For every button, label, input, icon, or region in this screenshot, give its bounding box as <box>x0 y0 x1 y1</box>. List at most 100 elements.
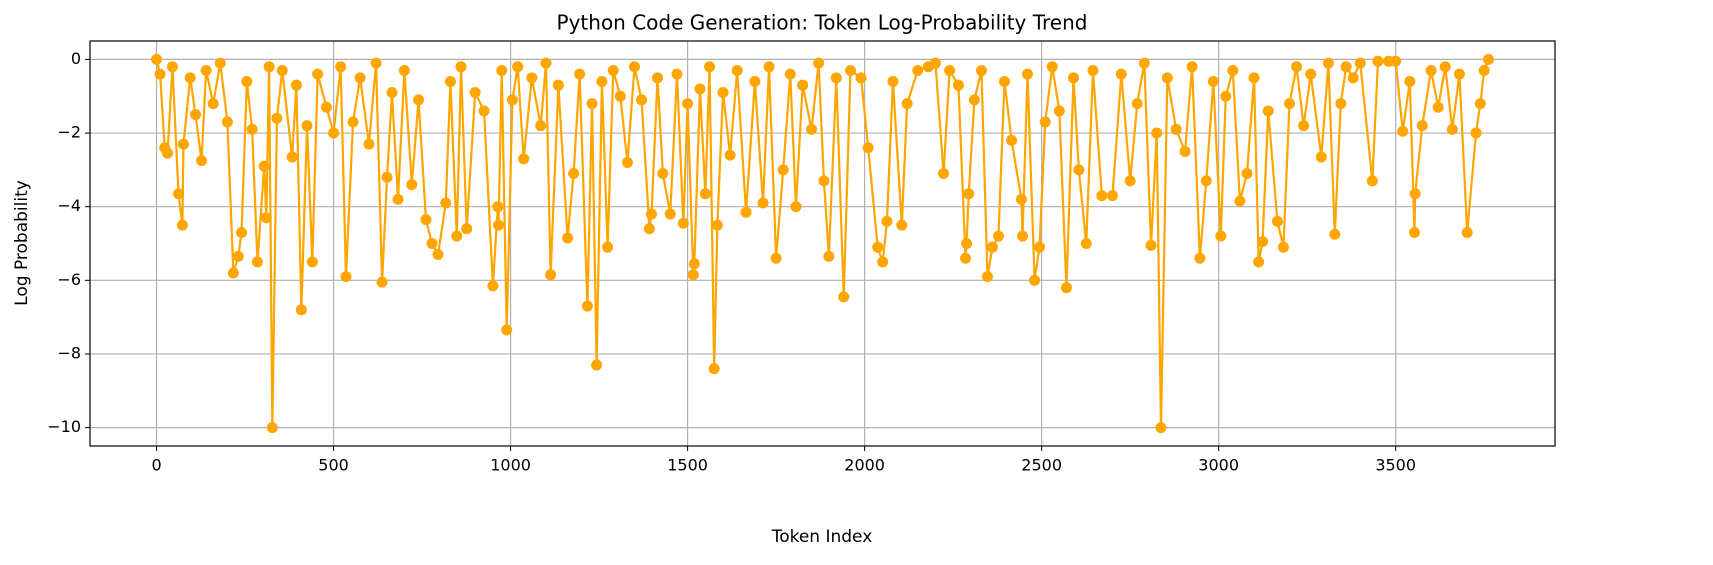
data-point <box>944 64 956 76</box>
data-point <box>236 226 248 238</box>
data-point <box>290 79 302 91</box>
data-point <box>596 76 608 87</box>
data-point <box>731 64 743 76</box>
data-point <box>1241 168 1253 180</box>
data-point <box>687 269 699 281</box>
data-point <box>797 79 809 91</box>
data-point <box>301 120 313 132</box>
data-point <box>1248 72 1260 84</box>
data-point <box>581 300 593 312</box>
data-point <box>1335 98 1347 110</box>
data-point <box>992 230 1004 242</box>
data-point <box>862 142 874 154</box>
data-point <box>451 230 463 242</box>
data-point <box>381 171 393 183</box>
data-point <box>1340 61 1352 73</box>
data-point <box>1106 190 1118 202</box>
x-tick-label: 3000 <box>1198 456 1239 475</box>
data-point <box>1131 98 1143 110</box>
data-point <box>190 109 202 121</box>
data-point <box>986 241 998 253</box>
data-point <box>1257 236 1269 248</box>
data-point <box>855 72 867 84</box>
data-point <box>392 193 404 205</box>
data-point <box>1039 116 1051 128</box>
data-point <box>568 168 580 180</box>
data-point <box>535 120 547 132</box>
data-point <box>1161 72 1173 84</box>
data-point <box>1453 68 1465 80</box>
data-point <box>968 94 980 106</box>
data-point <box>1073 164 1085 176</box>
data-point <box>646 208 658 220</box>
data-point <box>740 206 752 218</box>
data-point <box>492 201 504 213</box>
data-point <box>540 57 552 69</box>
data-point <box>1207 76 1219 87</box>
data-point <box>1200 175 1212 187</box>
data-point <box>1298 120 1310 132</box>
data-point <box>881 215 893 227</box>
data-point <box>671 68 683 80</box>
data-point <box>347 116 359 128</box>
data-point <box>1482 53 1494 65</box>
data-point <box>813 57 825 69</box>
data-point <box>1291 61 1303 73</box>
data-point <box>426 238 438 249</box>
data-point <box>830 72 842 84</box>
data-point <box>1446 123 1458 135</box>
data-point <box>1432 101 1444 113</box>
data-point <box>975 64 987 76</box>
data-point <box>877 256 889 268</box>
data-point <box>912 64 924 76</box>
data-point <box>823 250 835 262</box>
data-point <box>518 153 530 165</box>
data-point <box>1354 57 1366 69</box>
data-point <box>271 112 283 124</box>
data-point <box>938 168 950 180</box>
data-point <box>1087 64 1099 76</box>
data-point <box>1283 98 1295 110</box>
data-point <box>1215 230 1227 242</box>
data-point <box>770 252 782 264</box>
data-point <box>312 68 324 80</box>
data-point <box>166 61 178 73</box>
data-point <box>1145 239 1157 251</box>
data-point <box>1138 57 1150 69</box>
data-point <box>286 151 298 163</box>
data-point <box>196 155 208 167</box>
x-tick-label: 1500 <box>667 456 708 475</box>
data-point <box>413 94 425 106</box>
data-point <box>496 64 508 76</box>
data-point <box>444 76 456 87</box>
data-point <box>295 304 307 316</box>
data-point <box>749 76 761 87</box>
x-tick-label: 2500 <box>1021 456 1062 475</box>
data-point <box>214 57 226 69</box>
data-point <box>694 83 706 95</box>
data-point <box>961 238 973 249</box>
data-point <box>763 61 775 73</box>
y-tick-label: −2 <box>57 123 81 142</box>
data-point <box>432 249 444 261</box>
data-point <box>335 61 347 73</box>
data-point <box>1046 61 1058 73</box>
data-point <box>1366 175 1378 187</box>
data-point <box>469 87 481 99</box>
data-point <box>1096 190 1108 202</box>
data-point <box>512 61 524 73</box>
data-point <box>952 79 964 91</box>
data-point <box>354 72 366 84</box>
data-point <box>306 256 318 268</box>
data-point <box>151 53 163 65</box>
data-line <box>155 59 1490 429</box>
data-point <box>251 256 263 268</box>
data-point <box>1277 241 1289 253</box>
data-point <box>1170 123 1182 135</box>
data-point <box>818 175 830 187</box>
data-point <box>1262 105 1274 117</box>
data-point <box>221 116 233 128</box>
data-point <box>682 98 694 110</box>
data-point <box>1439 61 1451 73</box>
